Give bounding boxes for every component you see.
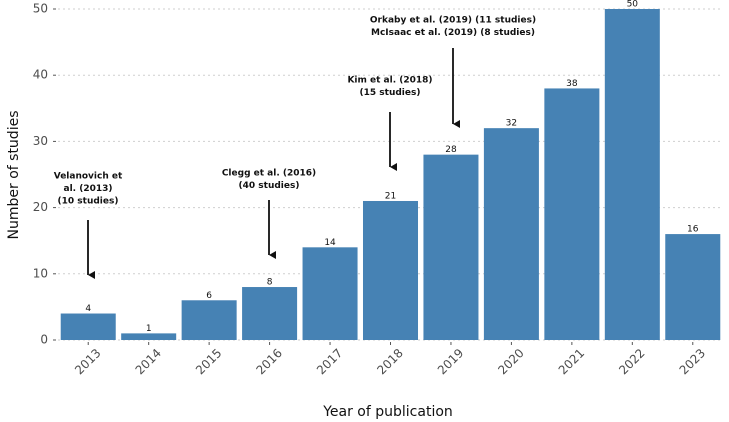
bar xyxy=(242,287,298,340)
value-label: 8 xyxy=(267,278,273,288)
x-tick-label: 2016 xyxy=(253,346,284,377)
annotation: al. (2013) xyxy=(64,184,113,194)
bar xyxy=(121,333,177,340)
annotation: McIsaac et al. (2019) (8 studies) xyxy=(371,28,535,38)
bar xyxy=(60,313,116,340)
y-tick-label: 50 xyxy=(33,2,48,16)
x-tick-label: 2013 xyxy=(72,346,103,377)
annotation: (15 studies) xyxy=(360,88,421,98)
x-axis-title: Year of publication xyxy=(322,404,453,420)
value-label: 21 xyxy=(385,191,396,201)
x-tick-label: 2015 xyxy=(193,346,224,377)
x-tick-label: 2017 xyxy=(314,346,345,377)
bar xyxy=(362,200,419,340)
bar xyxy=(483,128,539,340)
bar xyxy=(665,234,721,340)
annotation: (40 studies) xyxy=(239,181,300,191)
annotation: Clegg et al. (2016) xyxy=(222,169,316,179)
x-tick-label: 2019 xyxy=(435,346,466,377)
annotation: Kim et al. (2018) xyxy=(347,76,432,86)
bar xyxy=(544,88,600,340)
bar xyxy=(423,154,479,340)
y-tick-label: 40 xyxy=(33,68,48,82)
value-label: 38 xyxy=(566,79,578,89)
x-tick-label: 2021 xyxy=(556,346,587,377)
value-label: 28 xyxy=(445,145,457,155)
value-label: 50 xyxy=(627,0,639,10)
annotation: Orkaby et al. (2019) (11 studies) xyxy=(370,16,536,26)
x-tick-label: 2022 xyxy=(616,346,647,377)
annotation: (10 studies) xyxy=(58,197,119,207)
value-label: 16 xyxy=(687,225,699,235)
annotation: Velanovich et xyxy=(54,172,123,182)
x-tick-label: 2023 xyxy=(677,346,708,377)
y-tick-label: 10 xyxy=(33,266,48,280)
bar xyxy=(181,300,237,340)
x-tick-label: 2018 xyxy=(374,346,405,377)
value-label: 32 xyxy=(506,119,517,129)
bar xyxy=(302,247,358,340)
x-tick-label: 2014 xyxy=(133,346,164,377)
bar xyxy=(604,9,660,340)
y-tick-label: 30 xyxy=(33,134,48,148)
value-label: 4 xyxy=(85,304,91,314)
x-tick-label: 2020 xyxy=(495,346,526,377)
value-label: 1 xyxy=(146,324,152,334)
y-axis-title: Number of studies xyxy=(6,111,22,240)
y-tick-label: 20 xyxy=(33,200,48,214)
y-tick-label: 0 xyxy=(40,333,48,347)
value-label: 14 xyxy=(324,238,336,248)
value-label: 6 xyxy=(206,291,212,301)
